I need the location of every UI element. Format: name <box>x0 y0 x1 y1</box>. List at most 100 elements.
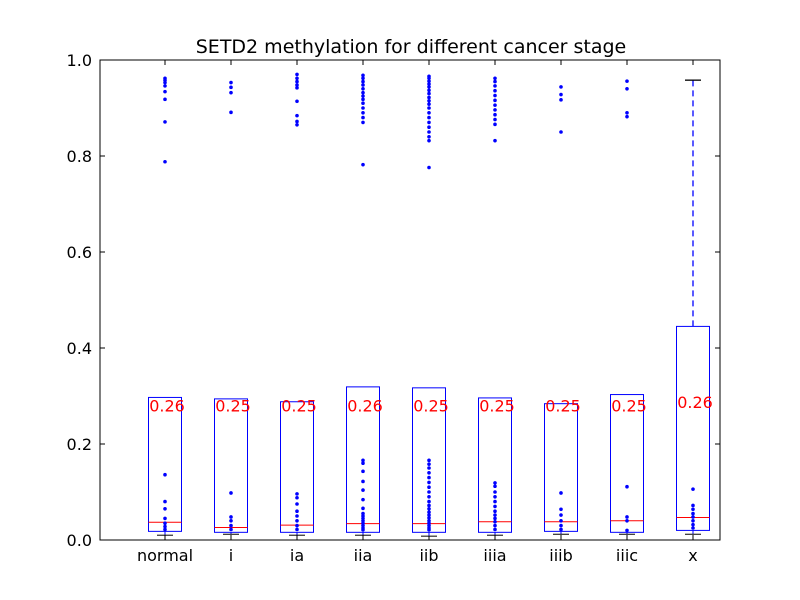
outlier-point <box>361 90 365 95</box>
outlier-point <box>229 519 233 523</box>
box-value-label: 0.25 <box>413 396 449 415</box>
outlier-point <box>493 76 497 81</box>
x-tick-label: iiia <box>483 546 506 565</box>
outlier-point <box>493 112 497 117</box>
outlier-point <box>295 502 299 506</box>
outlier-point <box>559 523 563 528</box>
y-tick-label: 0.8 <box>67 147 92 166</box>
outlier-point <box>493 122 497 127</box>
outlier-point <box>625 519 629 523</box>
x-tick-label: iiib <box>549 546 573 565</box>
outlier-point <box>427 102 431 106</box>
outlier-point <box>427 466 431 470</box>
outlier-point <box>493 108 497 112</box>
outlier-point <box>295 527 299 532</box>
outlier-point <box>427 125 431 129</box>
outlier-point <box>229 515 233 519</box>
x-tick-label: x <box>688 546 697 565</box>
outlier-point <box>691 519 695 523</box>
y-tick-label: 0.6 <box>67 243 92 262</box>
box-value-label: 0.26 <box>347 396 383 415</box>
outlier-point <box>493 481 497 485</box>
outlier-point <box>691 507 695 512</box>
box-rect <box>676 325 710 531</box>
outlier-point <box>625 111 629 115</box>
box-value-label: 0.25 <box>479 396 515 415</box>
outlier-point <box>295 495 299 500</box>
outlier-point <box>295 113 299 118</box>
outlier-point <box>229 80 233 85</box>
outlier-point <box>427 458 431 463</box>
outlier-point <box>295 519 299 523</box>
outlier-point <box>361 488 365 492</box>
outlier-point <box>427 480 431 485</box>
outlier-point <box>427 495 431 499</box>
box-value-label: 0.25 <box>281 396 317 415</box>
outlier-point <box>427 85 431 89</box>
outlier-point <box>295 72 299 77</box>
outlier-point <box>295 86 299 90</box>
outlier-point <box>295 523 299 528</box>
outlier-point <box>427 79 431 83</box>
outlier-point <box>427 510 431 514</box>
outlier-point <box>295 509 299 513</box>
outlier-point <box>493 103 497 107</box>
outlier-point <box>427 507 431 511</box>
outlier-point <box>691 522 695 527</box>
outlier-point <box>361 83 365 87</box>
x-tick-label: iib <box>419 546 438 565</box>
outlier-point <box>427 528 431 532</box>
outlier-point <box>163 527 167 532</box>
outlier-point <box>163 472 167 477</box>
outlier-point <box>427 74 431 79</box>
outlier-point <box>361 528 365 532</box>
outlier-point <box>493 495 497 499</box>
plot-area-frame <box>99 59 721 541</box>
outlier-point <box>163 499 167 504</box>
outlier-point <box>559 507 563 512</box>
outlier-point <box>361 73 365 78</box>
box-rect <box>412 387 446 533</box>
outlier-point <box>691 526 695 530</box>
outlier-point <box>295 76 299 81</box>
outlier-point <box>691 515 695 519</box>
outlier-point <box>361 101 365 105</box>
outlier-point <box>295 79 299 84</box>
outlier-point <box>559 98 563 102</box>
outlier-point <box>163 84 167 88</box>
outlier-point <box>361 469 365 474</box>
x-tick-label: ia <box>290 546 304 565</box>
outlier-point <box>361 506 365 511</box>
outlier-point <box>559 92 563 97</box>
outlier-point <box>427 99 431 103</box>
outlier-point <box>361 479 365 484</box>
x-tick-label: iiic <box>616 546 638 565</box>
outlier-point <box>427 513 431 517</box>
outlier-point <box>163 89 167 94</box>
outlier-point <box>493 509 497 513</box>
outlier-point <box>361 115 365 120</box>
outlier-point <box>361 79 365 84</box>
outlier-point <box>427 462 431 466</box>
outlier-point <box>361 76 365 81</box>
box-value-label: 0.26 <box>677 393 713 412</box>
outlier-point <box>691 487 695 491</box>
outlier-point <box>427 82 431 86</box>
outlier-point <box>361 458 365 463</box>
outlier-point <box>427 120 431 125</box>
outlier-point <box>427 516 431 520</box>
outlier-point <box>559 519 563 523</box>
outlier-point <box>295 99 299 104</box>
outlier-point <box>229 85 233 90</box>
outlier-point <box>559 491 563 495</box>
outlier-point <box>361 162 365 167</box>
outlier-point <box>361 87 365 91</box>
outlier-point <box>295 123 299 127</box>
outlier-point <box>493 484 497 489</box>
outlier-point <box>427 503 431 508</box>
outlier-point <box>361 106 365 110</box>
outlier-point <box>493 98 497 103</box>
outlier-point <box>493 88 497 93</box>
outlier-point <box>295 514 299 518</box>
